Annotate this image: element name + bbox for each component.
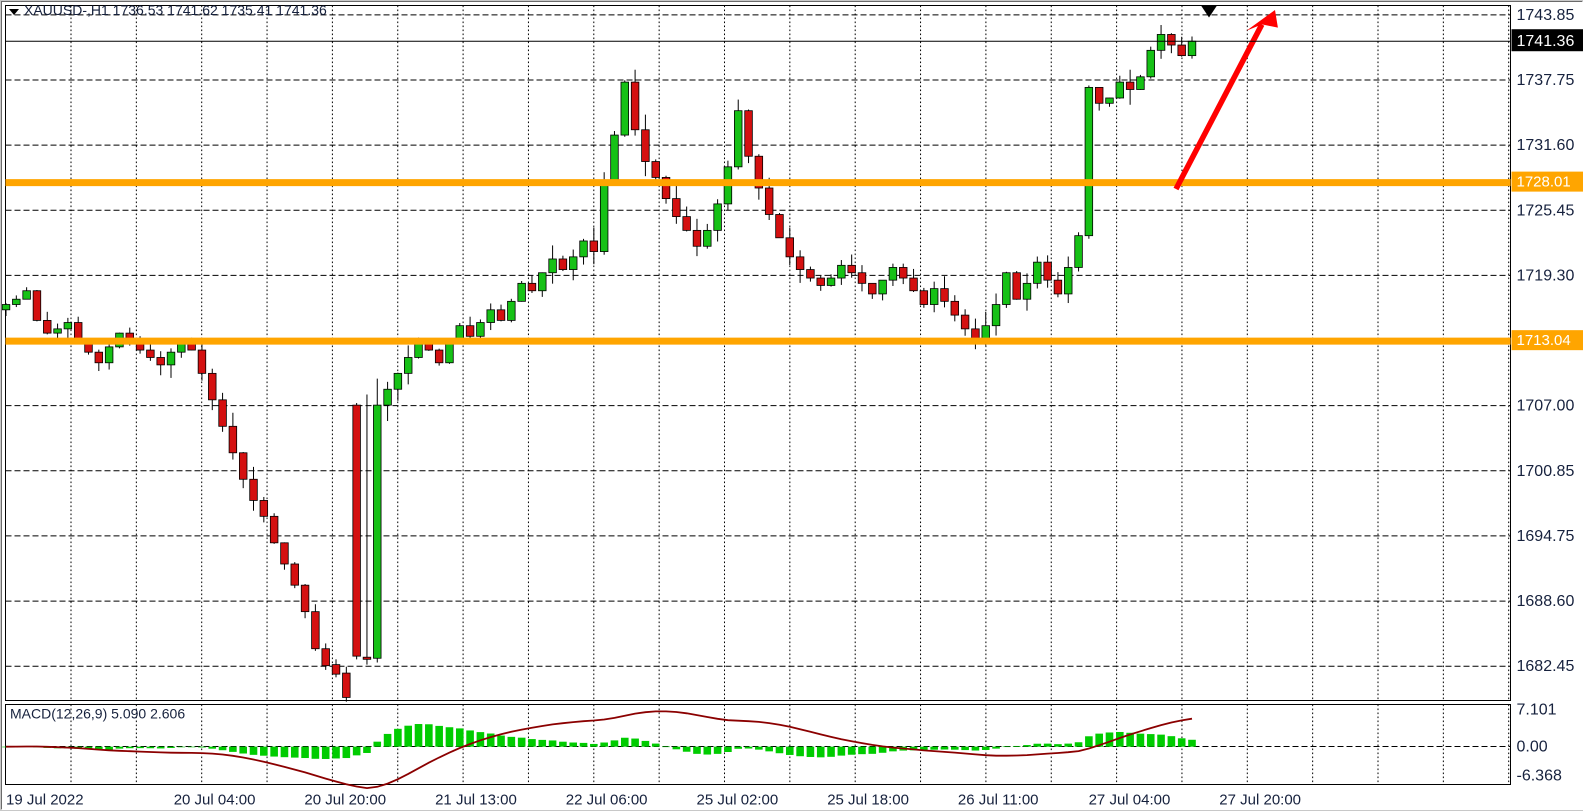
svg-text:25 Jul 02:00: 25 Jul 02:00 xyxy=(697,792,779,809)
svg-text:1700.85: 1700.85 xyxy=(1517,463,1575,480)
svg-text:25 Jul 18:00: 25 Jul 18:00 xyxy=(827,792,909,809)
svg-text:27 Jul 20:00: 27 Jul 20:00 xyxy=(1219,792,1301,809)
svg-text:-6.368: -6.368 xyxy=(1517,768,1562,785)
svg-text:1688.60: 1688.60 xyxy=(1517,593,1575,610)
svg-text:20 Jul 04:00: 20 Jul 04:00 xyxy=(174,792,256,809)
svg-text:1682.45: 1682.45 xyxy=(1517,658,1575,675)
svg-text:19 Jul 2022: 19 Jul 2022 xyxy=(6,792,84,809)
svg-text:1725.45: 1725.45 xyxy=(1517,202,1575,219)
svg-text:MACD(12,26,9) 5.090 2.606: MACD(12,26,9) 5.090 2.606 xyxy=(10,706,185,722)
svg-text:27 Jul 04:00: 27 Jul 04:00 xyxy=(1089,792,1171,809)
svg-text:1737.75: 1737.75 xyxy=(1517,72,1575,89)
svg-text:7.101: 7.101 xyxy=(1517,702,1557,719)
svg-text:1741.36: 1741.36 xyxy=(1517,33,1575,50)
svg-text:XAUUSD-,H1 1736.53 1741.62 17: XAUUSD-,H1 1736.53 1741.62 1735.41 1741.… xyxy=(24,2,327,18)
svg-text:20 Jul 20:00: 20 Jul 20:00 xyxy=(304,792,386,809)
svg-text:1694.75: 1694.75 xyxy=(1517,528,1575,545)
svg-text:1707.00: 1707.00 xyxy=(1517,398,1575,415)
svg-text:1731.60: 1731.60 xyxy=(1517,137,1575,154)
svg-text:21 Jul 13:00: 21 Jul 13:00 xyxy=(435,792,517,809)
svg-text:26 Jul 11:00: 26 Jul 11:00 xyxy=(958,792,1039,809)
svg-text:22 Jul 06:00: 22 Jul 06:00 xyxy=(566,792,648,809)
svg-text:1713.04: 1713.04 xyxy=(1517,332,1571,349)
svg-text:1728.01: 1728.01 xyxy=(1517,174,1571,191)
svg-text:1719.30: 1719.30 xyxy=(1517,267,1575,284)
svg-text:1743.85: 1743.85 xyxy=(1517,7,1575,24)
svg-text:0.00: 0.00 xyxy=(1517,739,1548,756)
